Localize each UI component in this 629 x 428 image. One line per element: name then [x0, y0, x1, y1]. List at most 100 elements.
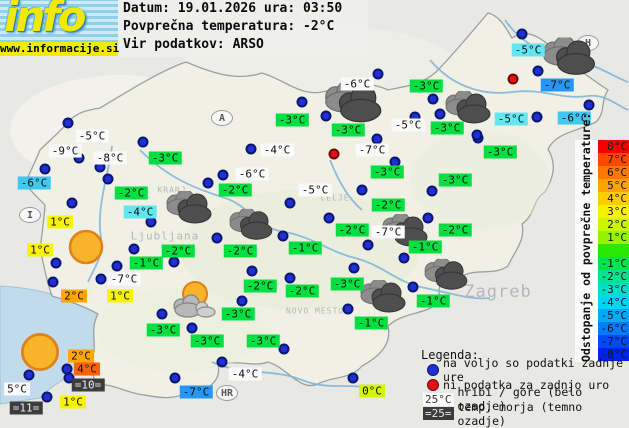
temperature-label: -3°C	[149, 152, 182, 165]
temperature-label: -1°C	[289, 242, 322, 255]
temperature-label: -3°C	[331, 278, 364, 291]
station-dot-blue	[343, 304, 354, 315]
temperature-label: 1°C	[27, 244, 53, 257]
temperature-label: -3°C	[222, 308, 255, 321]
station-dot-blue	[48, 277, 59, 288]
temperature-label: -3°C	[247, 335, 280, 348]
station-dot-blue	[247, 266, 258, 277]
cloud-icon	[537, 37, 599, 76]
station-dot-blue	[428, 94, 439, 105]
site-logo[interactable]: info www.informacije.si	[0, 0, 118, 56]
station-dot-blue	[321, 111, 332, 122]
country-sign-hr: HR	[216, 385, 238, 401]
station-dot-blue	[373, 69, 384, 80]
station-dot-blue	[285, 273, 296, 284]
station-dot-blue	[533, 66, 544, 77]
scale-block: -1°C	[598, 257, 629, 270]
station-dot-blue	[203, 178, 214, 189]
station-dot-blue	[246, 144, 257, 155]
temperature-label: -4°C	[261, 144, 294, 157]
header-date-line: Datum: 19.01.2026 ura: 03:50	[123, 0, 368, 18]
city-label: Zagreb	[464, 282, 531, 302]
station-dot-blue	[363, 240, 374, 251]
temperature-label: -3°C	[410, 80, 443, 93]
scale-block: 5°C	[598, 179, 629, 192]
country-sign-a: A	[211, 110, 233, 126]
scale-block: -5°C	[598, 309, 629, 322]
temperature-label: -3°C	[276, 114, 309, 127]
temperature-label: -3°C	[371, 166, 404, 179]
temperature-label: -3°C	[431, 122, 464, 135]
temperature-label: -1°C	[417, 295, 450, 308]
legend-item: na voljo so podatki zadnje ure	[421, 363, 629, 378]
station-dot-blue	[517, 29, 528, 40]
sun-icon	[66, 227, 106, 267]
temperature-label: -1°C	[409, 241, 442, 254]
temperature-label: -1°C	[355, 317, 388, 330]
header-source-line: Vir podatkov: ARSO	[123, 36, 368, 54]
temperature-label: -4°C	[124, 206, 157, 219]
temperature-label: -2°C	[439, 224, 472, 237]
station-dot-blue	[285, 198, 296, 209]
logo-word: info	[4, 0, 83, 41]
scale-block	[598, 244, 629, 257]
scale-block: -2°C	[598, 270, 629, 283]
temperature-label: -7°C	[180, 386, 213, 399]
temperature-label: -2°C	[219, 184, 252, 197]
temperature-label: -7°C	[541, 79, 574, 92]
station-dot-blue	[297, 97, 308, 108]
station-dot-blue	[187, 323, 198, 334]
station-dot-blue	[472, 130, 483, 141]
station-dot-blue	[157, 309, 168, 320]
temperature-label: -2°C	[244, 280, 277, 293]
station-dot-blue	[169, 257, 180, 268]
temperature-label: -2°C	[286, 285, 319, 298]
country-sign-i: I	[19, 207, 41, 223]
temperature-label: -1°C	[130, 257, 163, 270]
station-dot-blue	[278, 231, 289, 242]
scale-block: -6°C	[598, 322, 629, 335]
temperature-label: 4°C	[74, 363, 100, 376]
temperature-label: -3°C	[191, 335, 224, 348]
station-dot-blue	[96, 274, 107, 285]
station-dot-red	[508, 74, 519, 85]
sun-icon	[18, 330, 62, 374]
temperature-label: -3°C	[332, 124, 365, 137]
temperature-label: -5°C	[495, 113, 528, 126]
station-dot-blue	[42, 392, 53, 403]
logo-url-link[interactable]: www.informacije.si	[0, 42, 118, 56]
sun-cloud-icon	[168, 280, 216, 320]
temperature-label: -2°C	[336, 224, 369, 237]
temperature-label: -3°C	[484, 146, 517, 159]
temperature-label: -2°C	[224, 245, 257, 258]
station-dot-blue	[532, 112, 543, 123]
city-label: NOVO MESTO	[286, 307, 344, 316]
temperature-label: -5°C	[392, 119, 425, 132]
map-header: Datum: 19.01.2026 ura: 03:50 Povprečna t…	[118, 0, 368, 57]
scale-block: -4°C	[598, 296, 629, 309]
temperature-label: =10=	[72, 379, 105, 392]
temperature-label: -6°C	[236, 168, 269, 181]
temperature-label: -6°C	[18, 177, 51, 190]
temperature-label: -2°C	[115, 187, 148, 200]
scale-block: 2°C	[598, 218, 629, 231]
station-dot-blue	[170, 373, 181, 384]
legend-sample-box: =25=	[423, 407, 454, 420]
station-dot-blue	[349, 263, 360, 274]
temperature-label: 0°C	[359, 385, 385, 398]
temperature-label: -9°C	[49, 145, 82, 158]
temperature-label: =11=	[10, 402, 43, 415]
station-dot-blue	[51, 258, 62, 269]
temperature-label: 1°C	[47, 216, 73, 229]
temperature-label: -5°C	[299, 184, 332, 197]
station-dot-blue	[217, 357, 228, 368]
temperature-label: 1°C	[60, 396, 86, 409]
station-dot-blue	[112, 261, 123, 272]
station-dot-blue	[399, 253, 410, 264]
station-dot-red	[329, 149, 340, 160]
station-dot-blue	[24, 370, 35, 381]
scale-block: 6°C	[598, 166, 629, 179]
temperature-label: -4°C	[229, 368, 262, 381]
